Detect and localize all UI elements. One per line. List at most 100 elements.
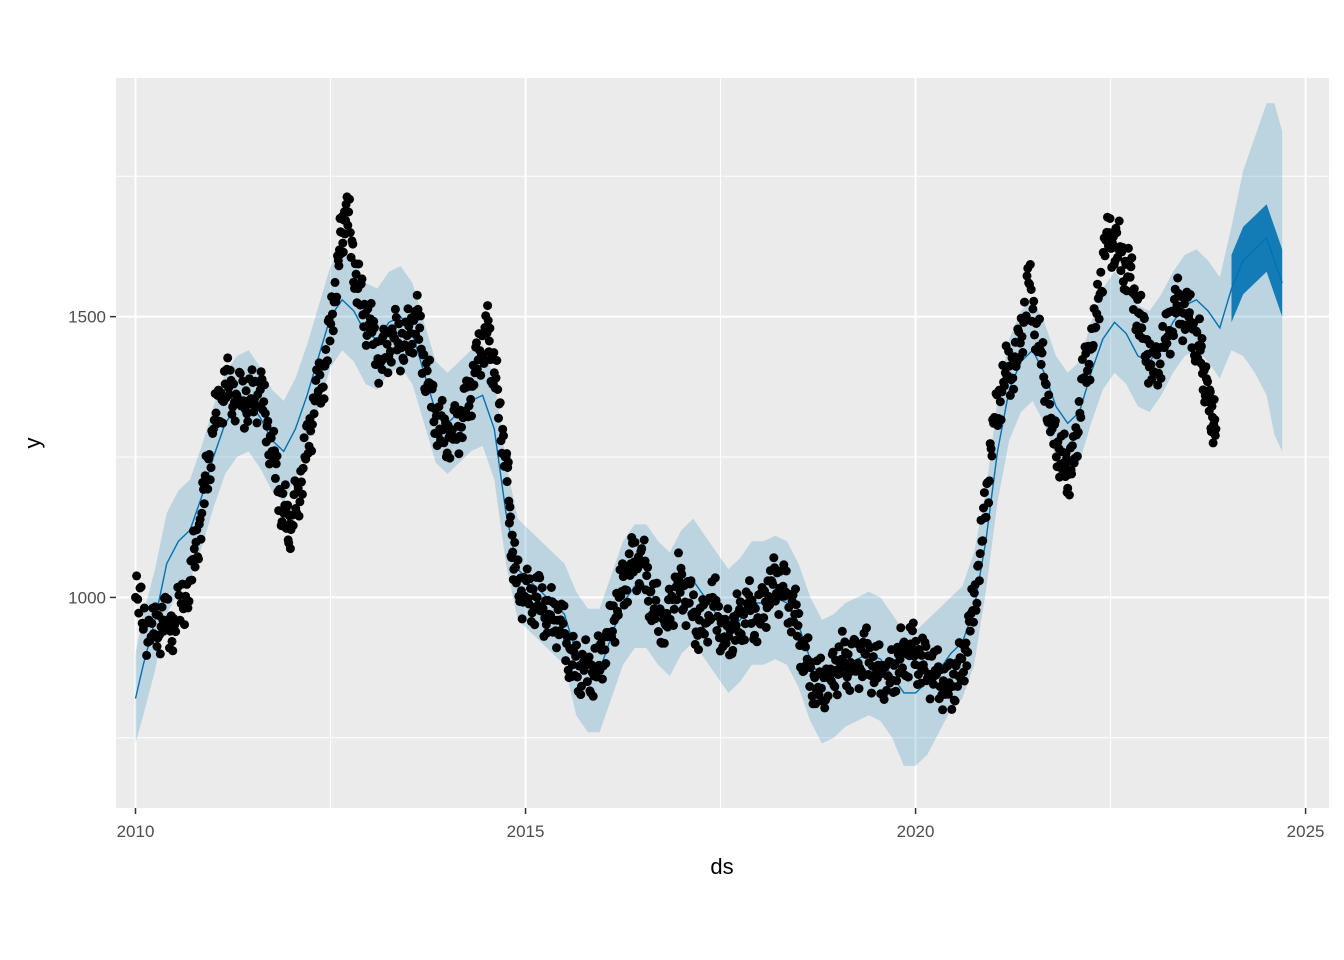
observed-point: [712, 626, 722, 635]
observed-point: [646, 586, 656, 596]
observed-point: [1211, 424, 1221, 434]
observed-point: [224, 390, 234, 400]
observed-point: [1185, 290, 1195, 299]
observed-point: [199, 499, 209, 509]
observed-point: [1038, 338, 1048, 347]
observed-point: [412, 290, 422, 300]
observed-point: [1030, 330, 1039, 340]
observed-point: [963, 647, 973, 657]
observed-point: [386, 357, 396, 367]
observed-point: [399, 356, 409, 365]
observed-point: [652, 578, 662, 588]
observed-point: [1008, 373, 1018, 383]
observed-point: [740, 635, 749, 645]
observed-point: [1088, 340, 1098, 350]
observed-point: [309, 409, 319, 419]
observed-point: [338, 247, 348, 257]
observed-point: [567, 660, 577, 670]
x-tick-label: 2025: [1287, 822, 1325, 841]
observed-point: [1195, 314, 1204, 324]
observed-point: [828, 647, 838, 657]
observed-point: [582, 677, 592, 687]
observed-point: [1207, 401, 1217, 411]
observed-point: [974, 560, 983, 570]
observed-point: [986, 444, 996, 454]
observed-point: [845, 686, 855, 695]
observed-point: [1037, 348, 1047, 358]
observed-point: [315, 370, 325, 380]
observed-point: [1036, 359, 1046, 369]
x-axis-ticks: 2010 2015 2020 2025: [117, 808, 1325, 841]
observed-point: [908, 618, 918, 628]
observed-point: [243, 417, 253, 426]
observed-point: [1093, 279, 1102, 289]
observed-point: [1005, 361, 1014, 371]
observed-point: [307, 446, 317, 456]
observed-point: [1152, 350, 1162, 360]
observed-point: [552, 643, 561, 653]
observed-point: [483, 301, 493, 311]
observed-point: [999, 381, 1009, 391]
observed-point: [576, 690, 586, 700]
observed-point: [187, 575, 197, 585]
observed-point: [769, 553, 779, 563]
observed-point: [1196, 341, 1206, 351]
observed-point: [271, 459, 281, 469]
observed-point: [1136, 290, 1146, 300]
observed-point: [288, 521, 298, 530]
observed-point: [805, 682, 815, 691]
observed-point: [943, 689, 953, 699]
observed-point: [513, 555, 523, 565]
observed-point: [764, 591, 774, 601]
observed-point: [896, 623, 906, 633]
observed-point: [1156, 373, 1166, 383]
observed-point: [136, 582, 146, 592]
observed-point: [1045, 399, 1055, 409]
observed-point: [205, 475, 215, 485]
observed-point: [810, 673, 820, 683]
minor-gridlines: [116, 78, 1329, 808]
observed-point: [1169, 331, 1178, 341]
observed-point: [1210, 415, 1220, 425]
observed-point: [791, 600, 801, 610]
observed-point: [428, 380, 438, 390]
observed-point: [684, 598, 694, 608]
observed-point: [675, 587, 685, 597]
observed-point: [1018, 348, 1028, 357]
observed-point: [422, 366, 432, 376]
observed-point: [247, 365, 257, 375]
observed-point: [1208, 438, 1218, 448]
observed-point: [344, 207, 354, 217]
observed-point: [721, 639, 731, 648]
observed-point: [546, 583, 556, 592]
observed-point: [1178, 336, 1188, 346]
observed-point: [674, 548, 683, 558]
observed-point: [1126, 262, 1136, 272]
observed-point: [1146, 360, 1156, 369]
observed-point: [1192, 327, 1202, 337]
observed-point: [155, 649, 165, 659]
future-forecast-band: [1231, 204, 1283, 323]
observed-point: [622, 585, 632, 595]
observed-point: [256, 367, 266, 377]
observed-point: [1029, 296, 1039, 306]
observed-point: [1091, 322, 1101, 332]
observed-point: [699, 629, 709, 639]
observed-point: [969, 588, 979, 598]
observed-point: [211, 408, 221, 418]
observed-point: [816, 683, 826, 693]
observed-point: [522, 564, 532, 574]
observed-point: [891, 686, 901, 696]
observed-point: [996, 415, 1006, 425]
observed-point: [677, 569, 687, 579]
observed-point: [774, 610, 784, 619]
observed-point: [981, 512, 991, 522]
observed-point: [581, 635, 591, 645]
observed-point: [225, 365, 235, 375]
observed-point: [328, 326, 338, 336]
observed-point: [139, 603, 149, 613]
observed-point: [374, 378, 384, 388]
observed-point: [1162, 339, 1172, 348]
observed-point: [572, 640, 581, 650]
observed-point: [843, 649, 853, 659]
